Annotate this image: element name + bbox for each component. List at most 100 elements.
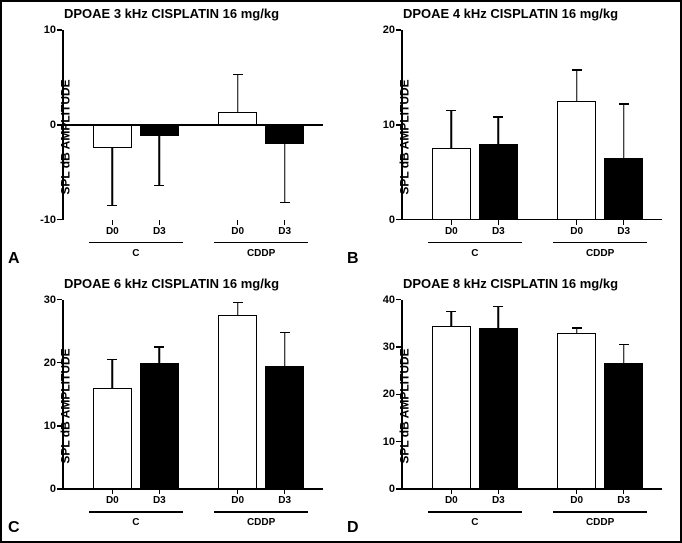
error-cap bbox=[280, 332, 290, 334]
ytick-mark bbox=[57, 124, 62, 126]
xtick-label: D0 bbox=[445, 226, 458, 237]
xtick-mark bbox=[576, 220, 578, 225]
xtick-label: D0 bbox=[231, 495, 244, 506]
xtick-label: D0 bbox=[106, 226, 119, 237]
error-bar bbox=[623, 345, 625, 364]
panel-letter: D bbox=[347, 519, 359, 537]
y-axis bbox=[401, 300, 403, 490]
ytick-label: 40 bbox=[383, 294, 395, 306]
ytick-mark bbox=[57, 488, 62, 490]
ytick-label: 10 bbox=[383, 436, 395, 448]
error-bar bbox=[451, 111, 453, 149]
bar bbox=[93, 125, 132, 149]
xtick-mark bbox=[623, 220, 625, 225]
panel-title: DPOAE 6 kHz CISPLATIN 16 mg/kg bbox=[2, 276, 341, 291]
bar bbox=[604, 363, 643, 489]
ytick-label: 30 bbox=[383, 341, 395, 353]
bar bbox=[557, 101, 596, 219]
ytick-mark bbox=[396, 299, 401, 301]
panel-letter: B bbox=[347, 250, 359, 268]
error-bar bbox=[159, 347, 161, 363]
group-underline bbox=[553, 511, 647, 513]
xtick-label: D0 bbox=[231, 226, 244, 237]
group-underline bbox=[89, 242, 183, 244]
ytick-label: 0 bbox=[50, 119, 56, 131]
ytick-label: 20 bbox=[44, 357, 56, 369]
ytick-label: 10 bbox=[44, 420, 56, 432]
panel-title: DPOAE 4 kHz CISPLATIN 16 mg/kg bbox=[341, 6, 680, 21]
error-cap bbox=[154, 346, 164, 348]
panel-title: DPOAE 3 kHz CISPLATIN 16 mg/kg bbox=[2, 6, 341, 21]
panel-C: DPOAE 6 kHz CISPLATIN 16 mg/kgCSPL dB AM… bbox=[2, 272, 341, 542]
error-cap bbox=[572, 327, 582, 329]
error-bar bbox=[237, 303, 239, 316]
group-label: CDDP bbox=[247, 248, 275, 259]
panel-A: DPOAE 3 kHz CISPLATIN 16 mg/kgASPL dB AM… bbox=[2, 2, 341, 272]
xtick-mark bbox=[112, 489, 114, 494]
error-cap bbox=[233, 302, 243, 304]
xtick-mark bbox=[576, 489, 578, 494]
bar bbox=[604, 158, 643, 220]
error-bar bbox=[498, 307, 500, 328]
bar bbox=[265, 125, 304, 144]
xtick-label: D0 bbox=[445, 495, 458, 506]
ytick-label: 0 bbox=[389, 214, 395, 226]
error-bar bbox=[576, 70, 578, 101]
group-label: C bbox=[471, 517, 478, 528]
bar bbox=[479, 144, 518, 220]
panel-letter: A bbox=[8, 250, 20, 268]
error-bar bbox=[284, 332, 286, 365]
panel-letter: C bbox=[8, 519, 20, 537]
group-underline bbox=[89, 511, 183, 513]
ytick-mark bbox=[396, 219, 401, 221]
error-cap bbox=[446, 110, 456, 112]
panel-B: DPOAE 4 kHz CISPLATIN 16 mg/kgBSPL dB AM… bbox=[341, 2, 680, 272]
ytick-mark bbox=[57, 299, 62, 301]
ytick-mark bbox=[396, 124, 401, 126]
y-axis bbox=[62, 300, 64, 490]
panel-title: DPOAE 8 kHz CISPLATIN 16 mg/kg bbox=[341, 276, 680, 291]
xtick-label: D3 bbox=[617, 226, 630, 237]
ytick-label: 0 bbox=[389, 483, 395, 495]
bar bbox=[93, 388, 132, 489]
ytick-mark bbox=[396, 441, 401, 443]
bar bbox=[432, 326, 471, 489]
ytick-label: 20 bbox=[383, 388, 395, 400]
xtick-label: D0 bbox=[570, 226, 583, 237]
group-label: C bbox=[132, 248, 139, 259]
error-bar bbox=[623, 104, 625, 158]
error-bar bbox=[237, 75, 239, 113]
bar bbox=[479, 328, 518, 489]
ytick-mark bbox=[396, 29, 401, 31]
ytick-label: 30 bbox=[44, 294, 56, 306]
plot-area: 010203040D0D3CD0D3CDDP bbox=[401, 300, 662, 490]
bar bbox=[265, 366, 304, 489]
bar bbox=[432, 148, 471, 219]
plot-area: -10010D0D3CD0D3CDDP bbox=[62, 30, 323, 220]
xtick-mark bbox=[159, 489, 161, 494]
bar bbox=[140, 125, 179, 136]
group-label: CDDP bbox=[586, 517, 614, 528]
ytick-label: 10 bbox=[44, 24, 56, 36]
error-bar bbox=[451, 311, 453, 325]
bar bbox=[218, 112, 257, 124]
ytick-mark bbox=[396, 488, 401, 490]
xtick-mark bbox=[284, 220, 286, 225]
xtick-label: D3 bbox=[153, 226, 166, 237]
xtick-mark bbox=[498, 220, 500, 225]
bar bbox=[557, 333, 596, 489]
xtick-mark bbox=[237, 489, 239, 494]
ytick-mark bbox=[57, 362, 62, 364]
xtick-label: D3 bbox=[492, 495, 505, 506]
ytick-label: 10 bbox=[383, 119, 395, 131]
group-label: CDDP bbox=[247, 517, 275, 528]
ytick-mark bbox=[57, 425, 62, 427]
xtick-label: D0 bbox=[570, 495, 583, 506]
ytick-mark bbox=[396, 346, 401, 348]
group-label: C bbox=[132, 517, 139, 528]
error-cap bbox=[446, 311, 456, 313]
group-underline bbox=[428, 511, 522, 513]
ytick-mark bbox=[396, 394, 401, 396]
error-cap bbox=[572, 69, 582, 71]
error-cap bbox=[280, 202, 290, 204]
